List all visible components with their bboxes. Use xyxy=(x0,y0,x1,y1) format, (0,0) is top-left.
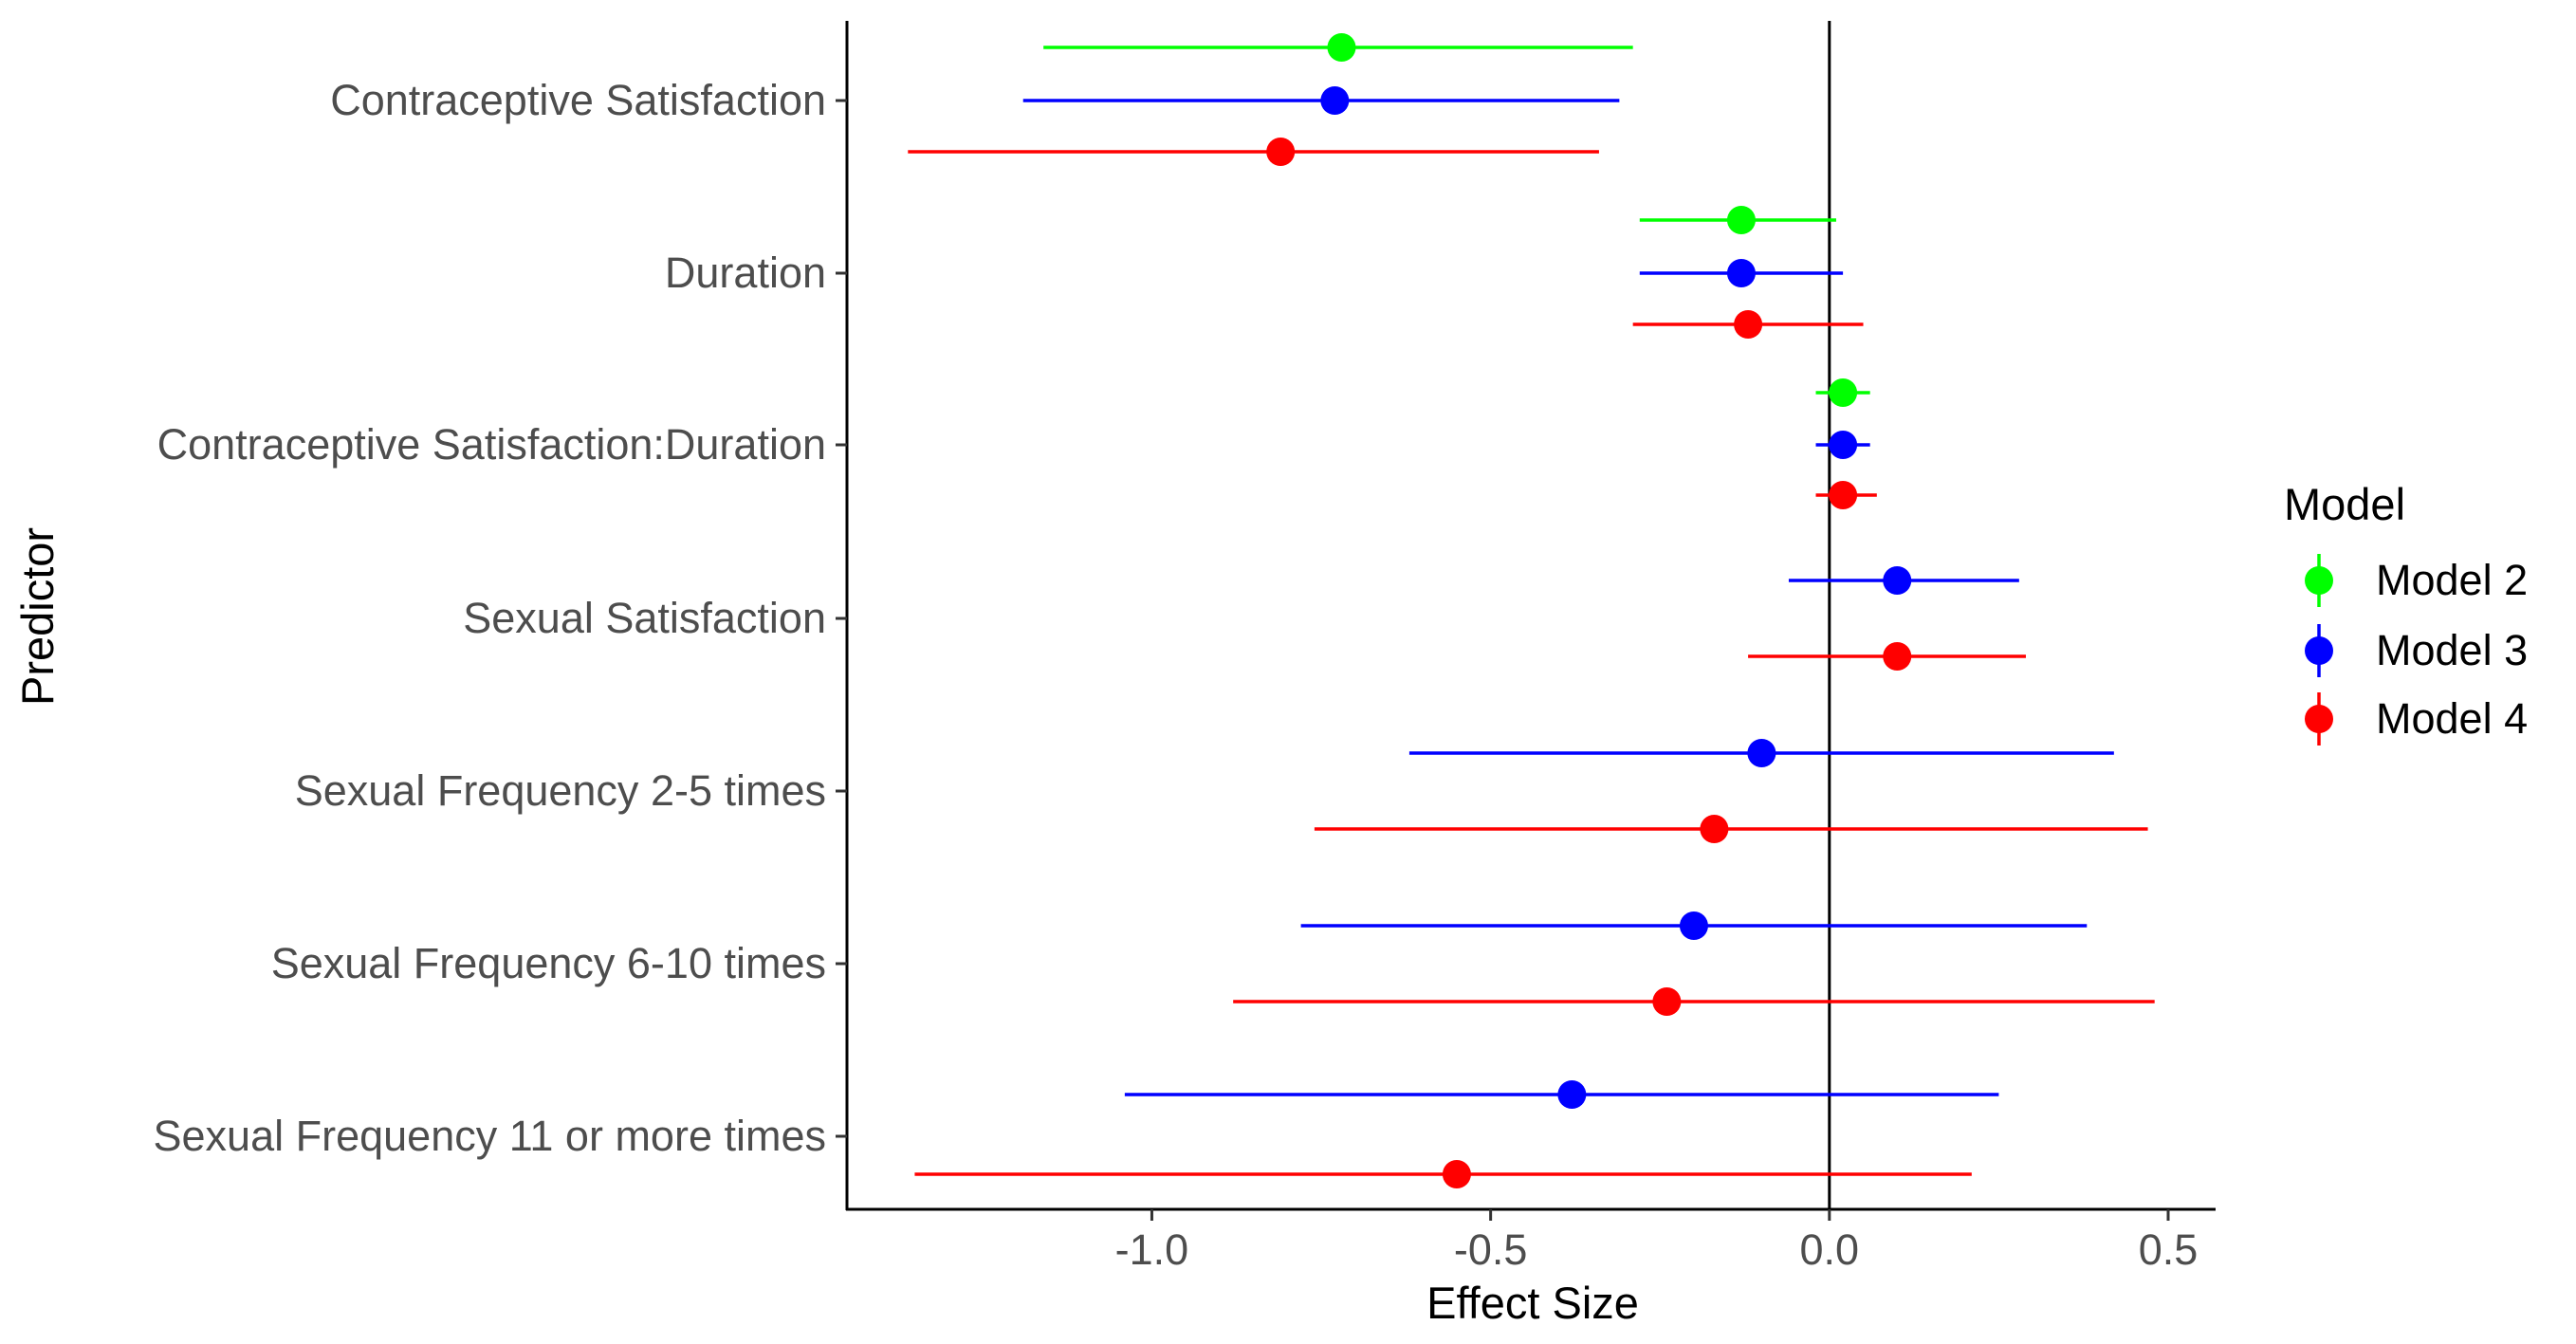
point-model-2-contraceptive-satisfaction-duration xyxy=(1829,378,1858,407)
legend-key-point-model-4 xyxy=(2305,705,2333,733)
x-tick-label: -1.0 xyxy=(1115,1225,1189,1274)
point-model-4-sexual-satisfaction xyxy=(1883,642,1912,671)
plot-area xyxy=(908,21,2155,1209)
point-model-3-contraceptive-satisfaction-duration xyxy=(1829,431,1858,459)
point-model-3-contraceptive-satisfaction xyxy=(1320,86,1350,115)
y-tick-label: Sexual Frequency 2-5 times xyxy=(295,766,826,815)
axes: -1.0 -0.5 0.0 0.5 Contraceptive Satisfaction… xyxy=(154,21,2216,1274)
point-model-3-sexual-frequency-6-10-times xyxy=(1679,911,1708,940)
x-axis-title: Effect Size xyxy=(1426,1278,1639,1328)
point-model-3-sexual-satisfaction xyxy=(1883,566,1912,595)
point-model-2-duration xyxy=(1726,206,1756,234)
point-model-4-sexual-frequency-11-or-more-times xyxy=(1442,1160,1471,1188)
point-model-2-contraceptive-satisfaction xyxy=(1327,33,1356,62)
point-model-4-contraceptive-satisfaction xyxy=(1266,138,1296,166)
point-model-4-duration xyxy=(1734,310,1763,339)
x-tick-label: -0.5 xyxy=(1454,1225,1528,1274)
y-tick-label: Contraceptive Satisfaction xyxy=(330,76,826,124)
point-model-3-sexual-frequency-11-or-more-times xyxy=(1557,1080,1587,1109)
y-axis-title: Predictor xyxy=(12,527,63,706)
x-tick-label: 0.5 xyxy=(2139,1225,2199,1274)
legend: Model Model 2 Model 3 Model 4 xyxy=(2284,479,2528,746)
y-tick-label: Sexual Frequency 6-10 times xyxy=(271,939,826,987)
y-tick-label: Sexual Satisfaction xyxy=(463,594,826,642)
y-tick-label: Duration xyxy=(665,249,826,297)
point-model-4-sexual-frequency-6-10-times xyxy=(1652,987,1682,1016)
point-model-4-contraceptive-satisfaction-duration xyxy=(1829,481,1858,509)
legend-label-model-3: Model 3 xyxy=(2376,626,2528,674)
legend-label-model-4: Model 4 xyxy=(2376,694,2528,743)
y-tick-label: Sexual Frequency 11 or more times xyxy=(154,1112,826,1160)
point-model-3-sexual-frequency-2-5-times xyxy=(1747,739,1776,767)
legend-key-point-model-3 xyxy=(2305,636,2333,665)
y-tick-label: Contraceptive Satisfaction:Duration xyxy=(157,420,826,469)
legend-key-point-model-2 xyxy=(2305,566,2333,595)
x-tick-label: 0.0 xyxy=(1800,1225,1860,1274)
legend-label-model-2: Model 2 xyxy=(2376,556,2528,604)
point-model-4-sexual-frequency-2-5-times xyxy=(1700,815,1729,843)
point-model-3-duration xyxy=(1726,259,1756,287)
legend-title: Model xyxy=(2284,479,2405,529)
